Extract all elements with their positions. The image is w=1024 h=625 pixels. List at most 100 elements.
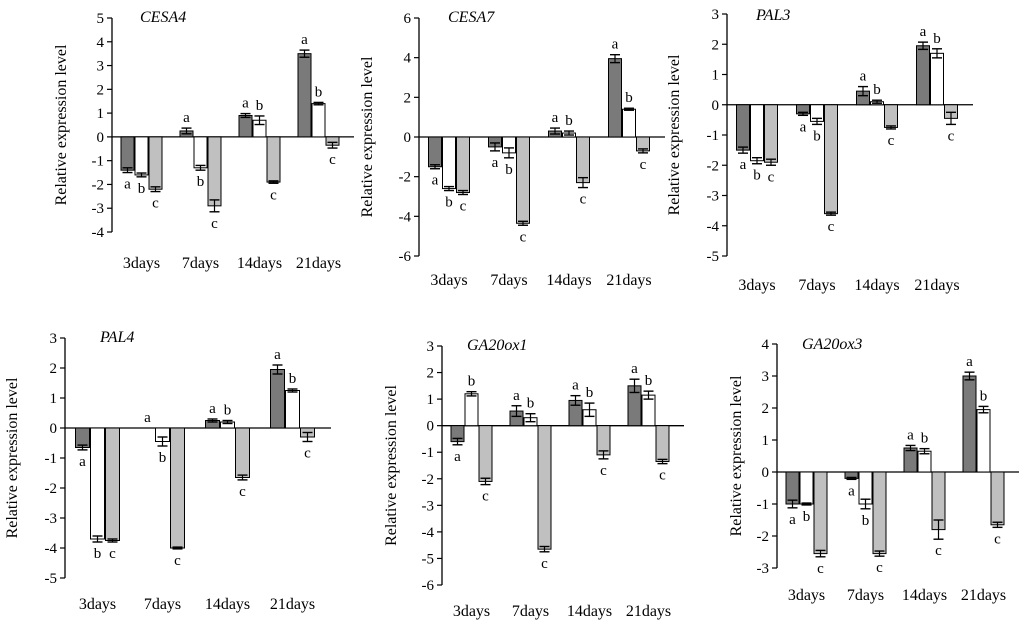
bar-series-white	[464, 393, 479, 427]
significance-letter: b	[565, 113, 573, 129]
category-label: 3days	[123, 255, 160, 272]
significance-letter: c	[935, 543, 942, 559]
bar-series-dark	[428, 136, 442, 168]
bar-series-light	[655, 425, 670, 463]
significance-letter: b	[921, 431, 929, 447]
significance-letter: c	[948, 128, 955, 144]
category-label: 14days	[546, 272, 591, 289]
significance-letter: a	[631, 361, 638, 377]
significance-letter: c	[768, 169, 775, 185]
bar-series-white	[930, 52, 944, 106]
significance-letter: a	[612, 37, 619, 53]
bar-series-light	[207, 136, 222, 207]
category-label: 14days	[902, 587, 947, 604]
y-tick-label: 4	[404, 51, 412, 67]
category-label: 7days	[512, 603, 549, 620]
significance-letter: c	[520, 229, 527, 245]
y-tick-label: -2	[422, 472, 435, 488]
significance-letter: b	[645, 373, 653, 389]
y-tick-label: 2	[427, 366, 435, 382]
significance-letter: a	[552, 110, 559, 126]
bar-series-light	[148, 136, 163, 190]
y-axis-label: Relative expression level	[53, 44, 70, 205]
significance-letter: c	[174, 553, 181, 569]
significance-letter: b	[586, 385, 594, 401]
significance-letter: a	[144, 410, 151, 426]
bar-series-light	[537, 425, 552, 550]
significance-letter: a	[513, 388, 520, 404]
y-tick-label: -1	[422, 445, 435, 461]
bar-series-white	[976, 409, 991, 473]
y-tick-label: 3	[712, 7, 720, 23]
category-label: 3days	[738, 277, 775, 294]
significance-letter: b	[445, 195, 453, 211]
significance-letter: c	[640, 157, 647, 173]
significance-letter: a	[920, 24, 927, 40]
significance-letter: b	[138, 181, 146, 197]
significance-letter: c	[828, 219, 835, 235]
significance-letter: c	[304, 446, 311, 462]
significance-letter: b	[862, 513, 870, 529]
significance-letter: b	[315, 84, 323, 100]
y-tick-label: 0	[712, 98, 720, 114]
category-label: 14days	[237, 255, 282, 272]
significance-letter: b	[197, 174, 205, 190]
category-label: 3days	[788, 587, 825, 604]
bar-series-white	[442, 136, 456, 190]
y-tick-label: 4	[97, 35, 105, 51]
bar-series-light	[576, 136, 590, 184]
y-tick-label: -3	[757, 561, 770, 577]
y-tick-label: 2	[50, 361, 58, 377]
significance-letter: a	[79, 454, 86, 470]
y-tick-label: 3	[427, 339, 435, 355]
significance-letter: a	[966, 354, 973, 370]
significance-letter: a	[789, 512, 796, 528]
y-tick-label: 1	[762, 433, 770, 449]
significance-letter: b	[468, 374, 476, 390]
y-tick-label: -2	[399, 170, 412, 186]
significance-letter: a	[242, 96, 249, 112]
category-label: 7days	[144, 596, 181, 613]
y-tick-label: 3	[97, 59, 105, 75]
bar-series-white	[285, 390, 300, 429]
category-label: 21days	[296, 255, 341, 272]
significance-letter: a	[572, 378, 579, 394]
y-tick-label: -1	[707, 128, 720, 144]
chart-panel-ga20ox3: 4 3 2 1 0 -1 -2 -3 GA20ox3 Relative expression le…	[728, 336, 1019, 604]
y-tick-label: 2	[762, 401, 770, 417]
significance-letter: a	[274, 347, 281, 363]
chart-title: PAL3	[755, 7, 790, 24]
y-tick-label: -2	[92, 177, 105, 193]
significance-letter: c	[109, 546, 116, 562]
bar-series-light	[235, 427, 250, 478]
y-tick-label: 1	[97, 106, 105, 122]
y-tick-label: -3	[422, 498, 435, 514]
y-axis-label: Relative expression level	[666, 54, 683, 215]
y-tick-label: -2	[757, 529, 770, 545]
significance-letter: a	[301, 32, 308, 48]
y-tick-label: -1	[92, 154, 105, 170]
bar-series-white	[193, 136, 208, 169]
y-tick-label: 0	[427, 419, 435, 435]
bar-series-dark	[608, 58, 622, 138]
bar-series-light	[266, 136, 281, 183]
y-tick-label: 2	[97, 82, 105, 98]
significance-letter: a	[209, 401, 216, 417]
y-tick-label: 5	[97, 11, 105, 27]
category-label: 14days	[205, 596, 250, 613]
y-tick-label: -5	[45, 571, 58, 587]
y-tick-label: -4	[707, 219, 720, 235]
significance-letter: a	[183, 110, 190, 126]
category-label: 14days	[854, 277, 899, 294]
y-tick-label: 0	[762, 465, 770, 481]
significance-letter: a	[432, 173, 439, 189]
bar-series-white	[750, 104, 764, 162]
bar-series-white	[311, 103, 326, 138]
significance-letter: c	[876, 560, 883, 576]
category-label: 21days	[961, 587, 1006, 604]
chart-title: PAL4	[99, 329, 134, 346]
significance-letter: b	[980, 388, 988, 404]
y-tick-label: -5	[422, 551, 435, 567]
chart-panel-pal4: 3 2 1 0 -1 -2 -3 -4 -5 PAL4 Relative expression le…	[4, 329, 331, 613]
